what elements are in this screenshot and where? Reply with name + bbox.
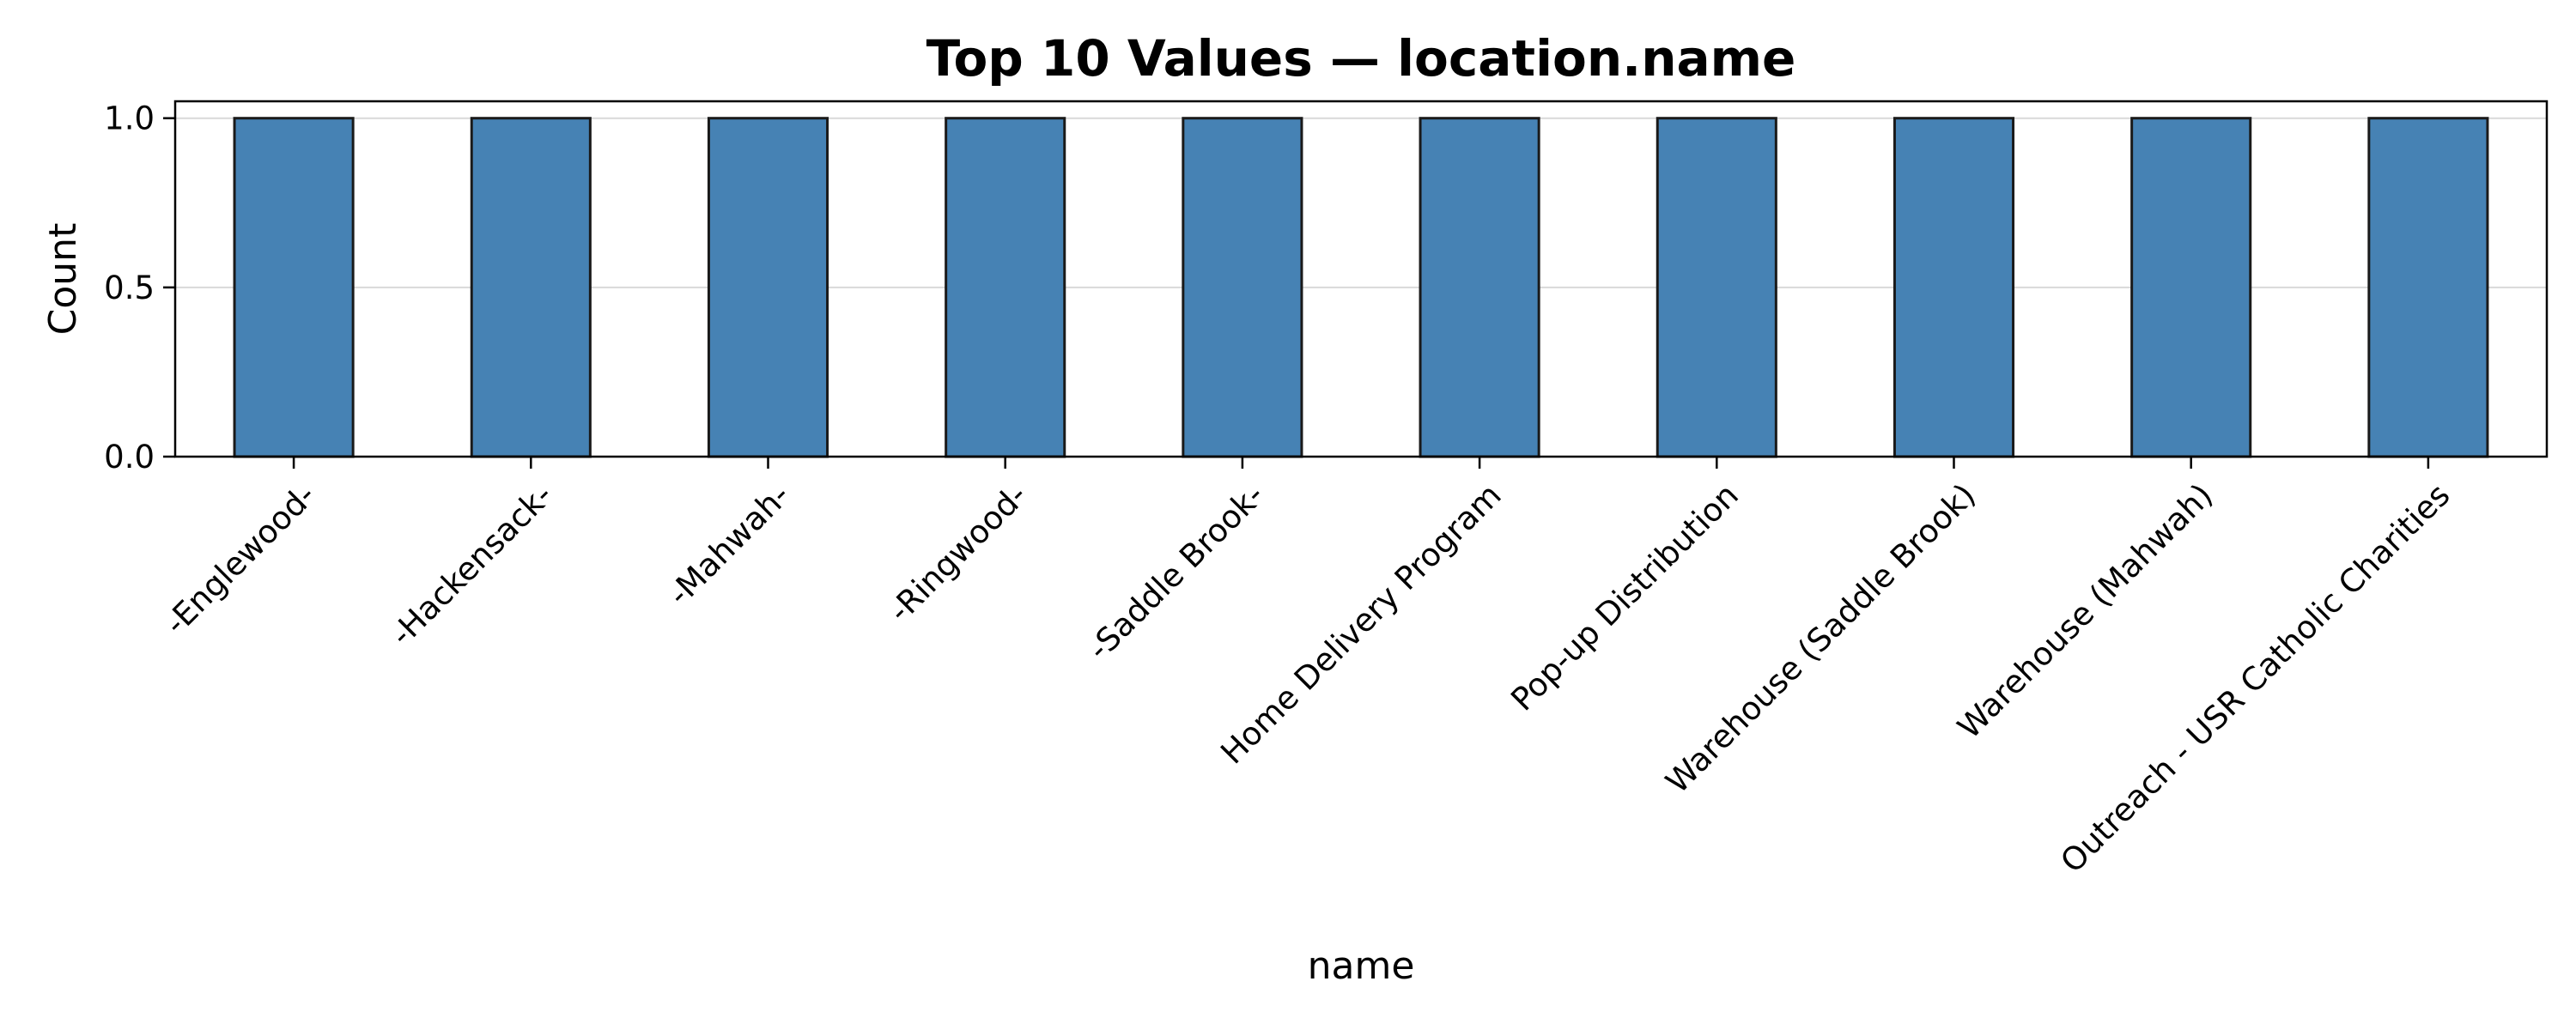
- y-tick-label: 0.0: [104, 439, 155, 476]
- bar: [1183, 118, 1302, 457]
- chart-title: Top 10 Values — location.name: [927, 29, 1796, 88]
- x-category-label: Outreach - USR Catholic Charities: [2054, 476, 2458, 880]
- bar: [708, 118, 827, 457]
- y-tick-label: 1.0: [104, 100, 155, 137]
- bar: [1894, 118, 2013, 457]
- bar: [2132, 118, 2251, 457]
- x-axis-ticks: -Englewood- -Hackensack- -Mahwah- -Ringwood…: [157, 457, 2457, 880]
- y-axis-label: Count: [41, 223, 85, 336]
- x-axis-label: name: [1308, 944, 1415, 988]
- x-category-label: -Hackensack-: [383, 476, 559, 652]
- x-category-label: -Ringwood-: [881, 476, 1034, 629]
- x-category-label: Pop-up Distribution: [1504, 476, 1745, 718]
- bar: [471, 118, 590, 457]
- bar: [1657, 118, 1776, 457]
- bar: [2369, 118, 2488, 457]
- x-category-label: Home Delivery Program: [1213, 476, 1508, 771]
- y-axis-ticks: 0.0 0.5 1.0: [104, 100, 175, 476]
- x-category-label: -Mahwah-: [661, 476, 797, 612]
- bar: [1420, 118, 1539, 457]
- bar: [234, 118, 353, 457]
- y-tick-label: 0.5: [104, 270, 155, 306]
- x-category-label: Warehouse (Mahwah): [1951, 476, 2221, 746]
- x-category-label: -Saddle Brook-: [1080, 476, 1271, 667]
- x-category-label: -Englewood-: [157, 476, 322, 641]
- bar: [946, 118, 1065, 457]
